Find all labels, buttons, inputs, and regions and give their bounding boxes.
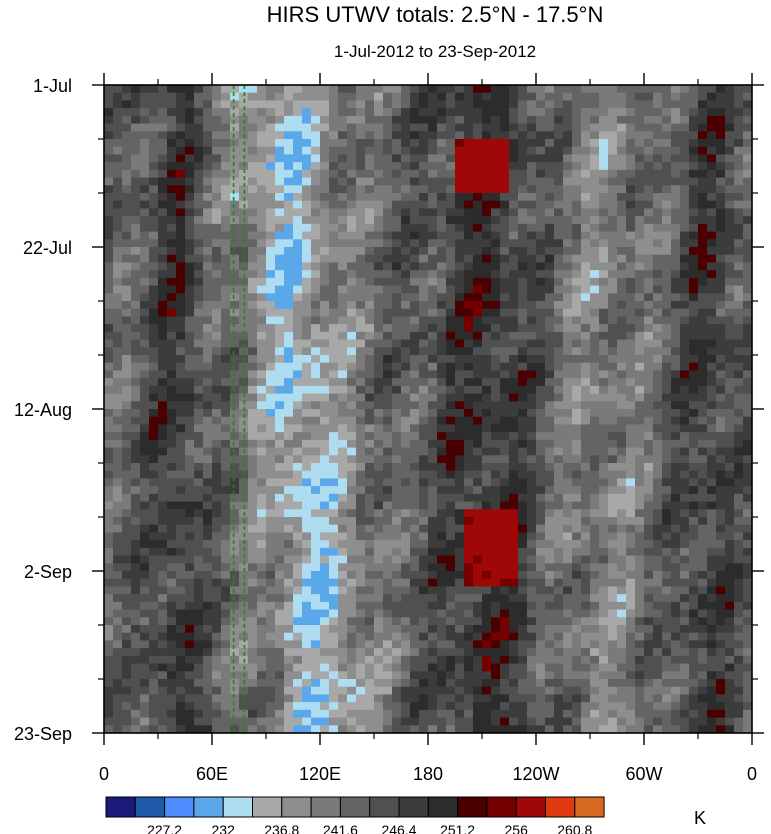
colorbar-label: 236.8 bbox=[264, 822, 299, 834]
colorbar-swatch bbox=[427, 796, 459, 818]
colorbar-swatch bbox=[515, 796, 547, 818]
colorbar-swatch bbox=[222, 796, 253, 818]
colorbar-swatch bbox=[134, 796, 166, 818]
colorbar-swatch bbox=[486, 796, 517, 818]
colorbar-label: 260.8 bbox=[557, 822, 592, 834]
colorbar-swatch bbox=[310, 796, 341, 818]
colorbar-label: 232 bbox=[212, 822, 236, 834]
colorbar-swatch bbox=[193, 796, 224, 818]
colorbar-swatch bbox=[457, 796, 488, 818]
colorbar-label: 227.2 bbox=[147, 822, 182, 834]
colorbar-swatch bbox=[398, 796, 429, 818]
brightness-temperature-field bbox=[104, 85, 752, 733]
chart-subtitle: 1-Jul-2012 to 23-Sep-2012 bbox=[334, 42, 536, 61]
x-tick-label: 60W bbox=[625, 764, 662, 784]
reference-lines bbox=[232, 85, 246, 733]
colorbar-swatch bbox=[252, 796, 283, 818]
y-tick-label: 22-Jul bbox=[23, 238, 72, 258]
colorbar-swatch bbox=[369, 796, 400, 818]
y-tick-label: 12-Aug bbox=[14, 400, 72, 420]
colorbar-swatch bbox=[339, 796, 371, 818]
colorbar-label: 246.4 bbox=[381, 822, 416, 834]
y-tick-label: 2-Sep bbox=[24, 562, 72, 582]
x-tick-label: 60E bbox=[196, 764, 228, 784]
chart-title: HIRS UTWV totals: 2.5°N - 17.5°N bbox=[267, 2, 604, 27]
x-tick-label: 0 bbox=[99, 764, 109, 784]
colorbar-swatch bbox=[545, 796, 576, 818]
x-axis: 0 60E 120E 180 120W 60W 0 bbox=[99, 73, 757, 784]
colorbar-swatch bbox=[164, 796, 195, 818]
colorbar-label: 251.2 bbox=[440, 822, 475, 834]
x-tick-label: 120W bbox=[512, 764, 559, 784]
colorbar-swatch bbox=[574, 796, 605, 818]
x-tick-label: 0 bbox=[747, 764, 757, 784]
x-tick-label: 120E bbox=[299, 764, 341, 784]
y-tick-label: 1-Jul bbox=[33, 76, 72, 96]
colorbar-unit: K bbox=[694, 808, 706, 828]
colorbar-swatch bbox=[105, 796, 136, 818]
y-axis: 1-Jul 22-Jul 12-Aug 2-Sep 23-Sep bbox=[14, 76, 764, 744]
colorbar-label: 241.6 bbox=[323, 822, 358, 834]
y-tick-label: 23-Sep bbox=[14, 724, 72, 744]
x-tick-label: 180 bbox=[413, 764, 443, 784]
colorbar-label: 256 bbox=[505, 822, 529, 834]
colorbar-swatch bbox=[281, 796, 312, 818]
colorbar: 227.2 232 236.8 241.6 246.4 251.2 256 260.8 bbox=[105, 796, 605, 834]
